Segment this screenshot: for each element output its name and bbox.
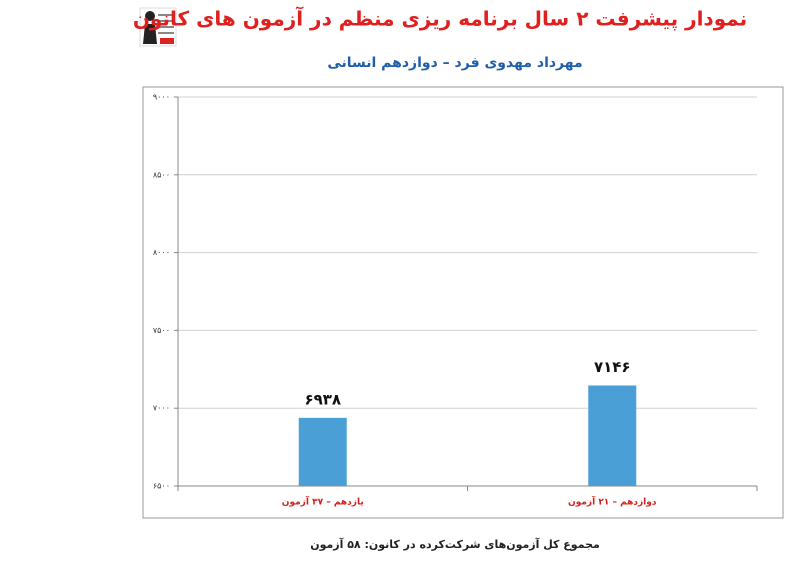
y-tick-label: ۷۵۰۰ [153, 326, 170, 335]
chart-subtitle: مهرداد مهدوی فرد – دوازدهم انسانی [327, 55, 582, 71]
chart-frame [142, 86, 784, 519]
y-tick-label: ۸۰۰۰ [153, 248, 170, 257]
bar [298, 417, 347, 486]
x-tick-label: یازدهم – ۳۷ آزمون [282, 496, 364, 508]
data-label: ۷۱۴۶ [594, 358, 631, 376]
bar [588, 385, 637, 486]
y-tick-label: ۶۵۰۰ [153, 482, 170, 491]
x-tick-label: دوازدهم – ۲۱ آزمون [568, 496, 657, 508]
y-tick-label: ۹۰۰۰ [153, 93, 170, 102]
logo [139, 7, 177, 47]
footer-note: مجموع کل آزمون‌های شرکت‌کرده در کانون: ۵… [310, 537, 600, 551]
chart-title: نمودار پیشرفت ۲ سال برنامه ریزی منظم در … [133, 6, 747, 32]
y-tick-label: ۸۵۰۰ [153, 170, 170, 179]
y-tick-label: ۷۰۰۰ [153, 404, 170, 413]
data-label: ۶۹۳۸ [304, 390, 341, 408]
